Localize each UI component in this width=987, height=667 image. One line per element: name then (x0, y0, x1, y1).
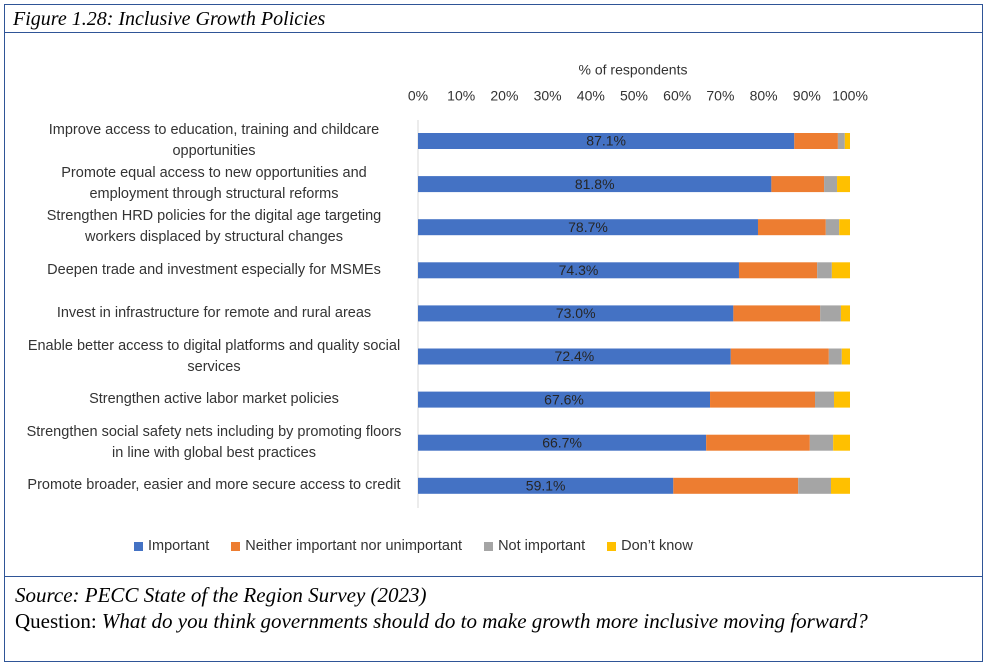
category-label: Enable better access to digital platform… (27, 337, 401, 375)
bar-segment (830, 477, 850, 494)
legend-item: Not important (484, 538, 585, 554)
bar-segment (815, 391, 835, 408)
question-block: Question: What do you think governments … (15, 608, 972, 634)
value-label: 59.1% (526, 478, 566, 494)
value-label: 66.7% (542, 434, 582, 450)
bar-segment (844, 133, 850, 149)
bar-segment (809, 434, 834, 451)
bar-segment (418, 477, 674, 494)
value-label: 81.8% (575, 176, 615, 192)
bar-segment (738, 262, 818, 279)
bar-segment (418, 262, 739, 279)
legend-label: Neither important nor unimportant (245, 538, 463, 554)
bar-segment (794, 133, 838, 149)
x-tick-label: 30% (534, 88, 562, 104)
legend-item: Important (134, 538, 209, 554)
x-tick-label: 50% (620, 88, 648, 104)
question: What do you think governments should do … (101, 609, 868, 633)
bar-segment (706, 434, 810, 451)
x-tick-label: 40% (577, 88, 605, 104)
bar-segment (418, 176, 772, 193)
legend-swatch (134, 541, 143, 551)
legend: Important Neither important nor unimporta… (134, 538, 693, 554)
value-label: 87.1% (586, 133, 626, 149)
value-label: 74.3% (559, 262, 599, 278)
value-label: 72.4% (555, 348, 595, 364)
bar-segment (418, 348, 731, 365)
category-label: Strengthen HRD policies for the digital … (46, 208, 382, 246)
bar-segment (837, 133, 845, 149)
bar-segment (834, 391, 850, 408)
legend-swatch (484, 541, 494, 551)
legend-label: Not important (498, 538, 586, 554)
bar-segment (418, 133, 795, 149)
category-label: Strengthen active labor market policies (89, 391, 339, 408)
bar-segment (771, 176, 825, 193)
figure-notes: Source: PECC State of the Region Survey … (5, 576, 982, 661)
category-label: Improve access to education, training an… (48, 122, 380, 159)
bar-segment (840, 305, 850, 322)
legend-item: Don’t know (607, 538, 693, 554)
x-tick-label: 90% (793, 88, 821, 104)
x-tick-label: 60% (663, 88, 691, 104)
source: Source: PECC State of the Region Survey … (15, 583, 427, 607)
bar-segment (710, 391, 816, 408)
bar-segment (828, 348, 842, 365)
legend-label: Important (148, 538, 210, 554)
bar-segment (841, 348, 850, 365)
x-tick-label: 0% (408, 88, 428, 104)
bar-segment (757, 219, 826, 236)
value-label: 67.6% (544, 391, 584, 407)
value-label: 78.7% (568, 219, 608, 235)
figure-frame: Figure 1.28: Inclusive Growth Policies S… (4, 4, 983, 662)
category-label: Invest in infrastructure for remote and … (56, 304, 372, 321)
legend-swatch (607, 541, 617, 551)
x-tick-label: 70% (706, 88, 734, 104)
x-tick-label: 80% (750, 88, 778, 104)
question-label: Question: (15, 609, 97, 633)
legend-swatch (231, 541, 241, 551)
bar-segment (418, 434, 707, 451)
bar-segment (820, 305, 841, 322)
bar-segment (824, 176, 838, 193)
category-label: Deepen trade and investment especially f… (47, 261, 381, 278)
x-tick-label: 10% (447, 88, 475, 104)
bar-segment (798, 477, 831, 494)
bar-segment (418, 391, 711, 408)
bar-segment (730, 348, 829, 365)
x-tick-label: 20% (490, 88, 518, 104)
category-label: Strengthen social safety nets including … (26, 423, 402, 461)
value-label: 73.0% (556, 305, 596, 321)
bar-segment (673, 477, 799, 494)
bar-segment (825, 219, 840, 236)
legend-label: Don’t know (621, 538, 693, 554)
x-axis-title: % of respondents (579, 62, 688, 78)
category-label: Promote broader, easier and more secure … (27, 477, 401, 494)
legend-item: Neither important nor unimportant (231, 538, 462, 554)
bar-segment (418, 305, 734, 322)
bar-segment (733, 305, 821, 322)
x-tick-label: 100% (832, 88, 868, 104)
bar-segment (831, 262, 850, 279)
bar-segment (817, 262, 832, 279)
bar-segment (833, 434, 850, 451)
bar-segment (418, 219, 758, 236)
category-label: Promote equal access to new opportunitie… (61, 165, 367, 203)
bar-segment (837, 176, 850, 193)
figure-title: Figure 1.28: Inclusive Growth Policies (5, 5, 982, 33)
bar-segment (839, 219, 850, 236)
